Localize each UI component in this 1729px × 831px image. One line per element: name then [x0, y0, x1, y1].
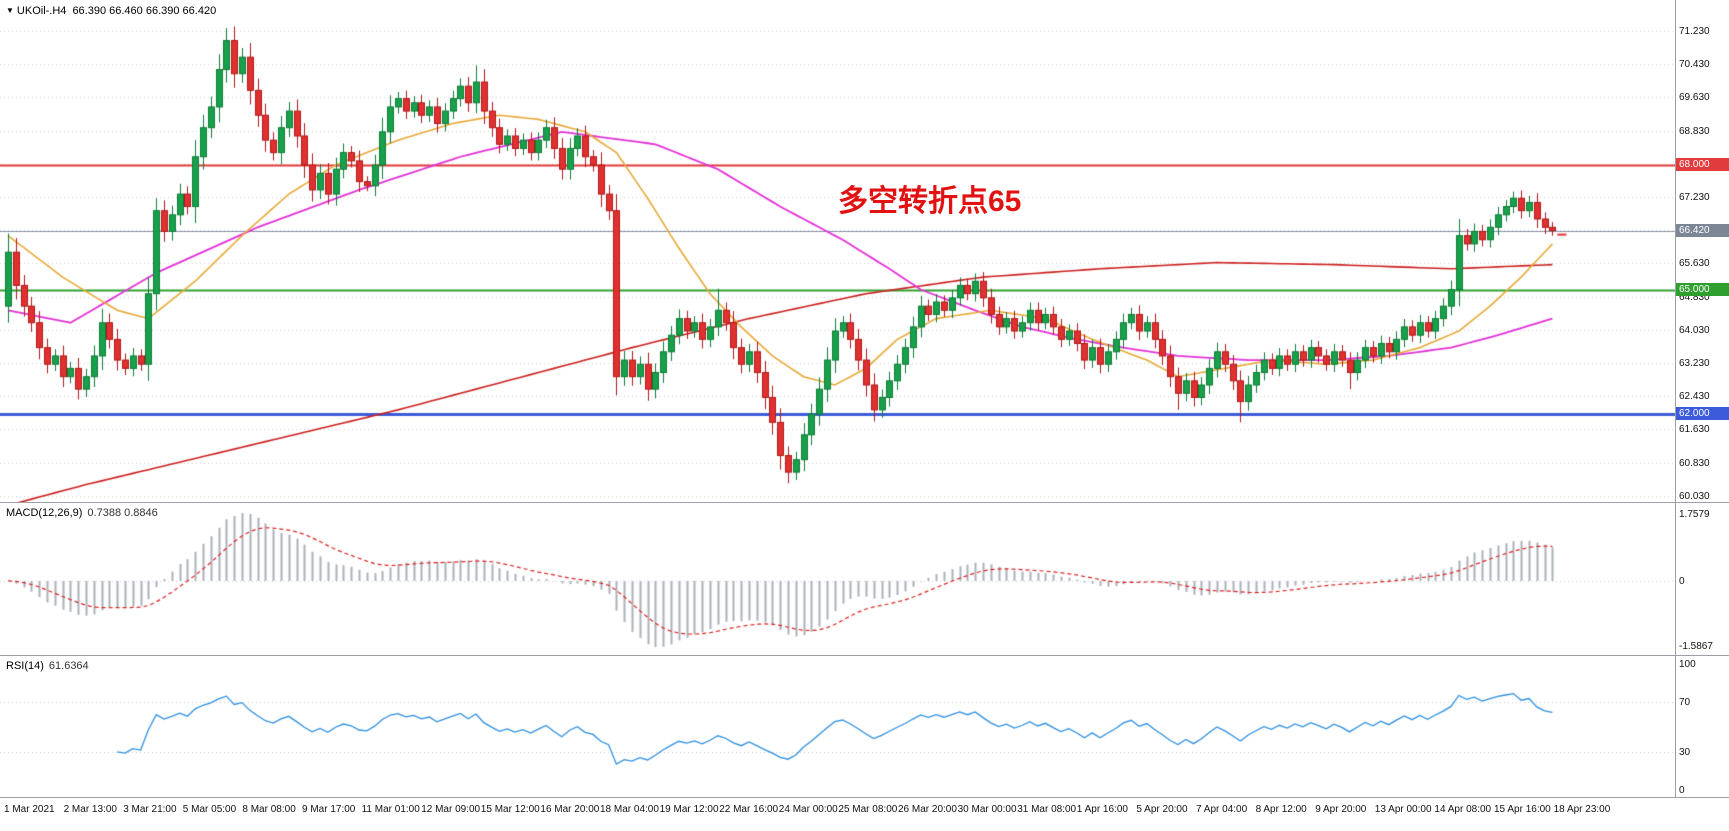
time-axis-label: 7 Apr 04:00 [1196, 804, 1248, 815]
chart-annotation-text[interactable]: 多空转折点65 [838, 185, 1022, 218]
macd-panel: MACD(12,26,9) 0.7388 0.8846 1.7579 0 -1.586… [0, 503, 1729, 656]
price-axis-label: 69.630 [1679, 92, 1710, 104]
time-axis-label: 24 Mar 00:00 [778, 804, 838, 815]
time-axis-label: 2 Mar 13:00 [63, 804, 117, 815]
time-axis-label: 1 Apr 16:00 [1076, 804, 1128, 815]
price-axis-label: 60.830 [1679, 457, 1710, 469]
macd-axis[interactable]: 1.7579 0 -1.5867 [1675, 503, 1729, 655]
rsi-panel: RSI(14) 61.6364 100 70 30 0 [0, 656, 1729, 798]
price-axis-label: 68.830 [1679, 125, 1710, 137]
symbol-info: ▼ UKOil-.H4 66.390 66.460 66.390 66.420 [6, 5, 216, 17]
rsi-name: RSI(14) [6, 660, 44, 672]
rsi-axis-label: 30 [1679, 747, 1691, 759]
time-axis-label: 19 Mar 12:00 [659, 804, 719, 815]
rsi-value: 61.6364 [48, 660, 89, 672]
time-axis-label: 18 Mar 04:00 [600, 804, 659, 815]
price-axis[interactable]: 71.230 70.430 69.630 68.830 67.230 65.630 64.8… [1675, 0, 1729, 502]
price-axis-label: 61.630 [1679, 424, 1710, 436]
time-axis-label: 1 Mar 2021 [4, 804, 55, 815]
price-axis-label: 65.630 [1679, 258, 1710, 270]
symbol-ohlc-values: 66.390 66.460 66.390 66.420 [72, 5, 217, 17]
macd-chart-canvas[interactable] [0, 503, 1675, 655]
rsi-axis-label: 70 [1679, 696, 1691, 708]
time-axis-label: 16 Mar 20:00 [540, 804, 600, 815]
macd-axis-label: 1.7579 [1679, 509, 1710, 520]
time-axis-label: 5 Mar 05:00 [182, 804, 237, 815]
rsi-axis-label: 100 [1679, 659, 1696, 670]
time-axis-label: 26 Mar 20:00 [898, 804, 957, 815]
rsi-chart-canvas[interactable] [0, 656, 1675, 797]
price-badge: 65.000 [1676, 282, 1729, 296]
price-badge: 66.420 [1676, 223, 1729, 237]
macd-axis-label: -1.5867 [1679, 641, 1713, 652]
symbol-dropdown-icon[interactable]: ▼ [6, 6, 14, 15]
time-axis-label: 11 Mar 01:00 [361, 804, 420, 815]
price-axis-label: 67.230 [1679, 192, 1710, 203]
time-axis-label: 9 Apr 20:00 [1315, 804, 1367, 815]
price-axis-label: 64.030 [1679, 324, 1710, 336]
time-axis-label: 5 Apr 20:00 [1136, 804, 1188, 815]
rsi-axis[interactable]: 100 70 30 0 [1675, 656, 1729, 797]
symbol-name: UKOil-.H4 [16, 5, 67, 17]
time-axis-label: 13 Apr 00:00 [1374, 804, 1432, 815]
time-axis-label: 15 Apr 16:00 [1494, 804, 1551, 815]
price-badge: 68.000 [1676, 158, 1729, 172]
macd-label: MACD(12,26,9) 0.7388 0.8846 [6, 507, 158, 519]
time-axis-label: 9 Mar 17:00 [302, 804, 356, 815]
price-badge: 62.000 [1676, 407, 1729, 421]
macd-axis-label: 0 [1679, 575, 1685, 587]
price-axis-label: 64.830 [1679, 291, 1710, 303]
macd-name: MACD(12,26,9) [6, 507, 83, 519]
price-axis-label: 71.230 [1679, 26, 1710, 37]
time-axis-label: 31 Mar 08:00 [1017, 804, 1077, 815]
time-axis-label: 12 Mar 09:00 [421, 804, 481, 815]
price-axis-label: 63.230 [1679, 358, 1710, 369]
time-axis-label: 18 Apr 23:00 [1553, 804, 1611, 815]
rsi-axis-label: 0 [1679, 785, 1685, 796]
time-axis[interactable]: 1 Mar 2021 2 Mar 13:00 3 Mar 21:00 5 Mar 05… [0, 798, 1729, 831]
time-axis-label: 22 Mar 16:00 [719, 804, 779, 815]
rsi-label: RSI(14) 61.6364 [6, 660, 89, 672]
price-axis-label: 70.430 [1679, 59, 1710, 71]
time-axis-label: 8 Mar 08:00 [242, 804, 296, 815]
price-panel: ▼ UKOil-.H4 66.390 66.460 66.390 66.420 多空… [0, 0, 1729, 503]
time-axis-label: 30 Mar 00:00 [957, 804, 1017, 815]
time-axis-label: 25 Mar 08:00 [838, 804, 898, 815]
price-axis-label: 60.030 [1679, 490, 1710, 502]
price-axis-label: 62.430 [1679, 391, 1710, 403]
time-axis-label: 14 Apr 08:00 [1434, 804, 1492, 815]
time-axis-label: 15 Mar 12:00 [480, 804, 540, 815]
time-axis-label: 3 Mar 21:00 [123, 804, 177, 815]
price-chart-canvas[interactable] [0, 0, 1675, 502]
macd-values: 0.7388 0.8846 [87, 507, 158, 519]
time-axis-label: 8 Apr 12:00 [1255, 804, 1307, 815]
